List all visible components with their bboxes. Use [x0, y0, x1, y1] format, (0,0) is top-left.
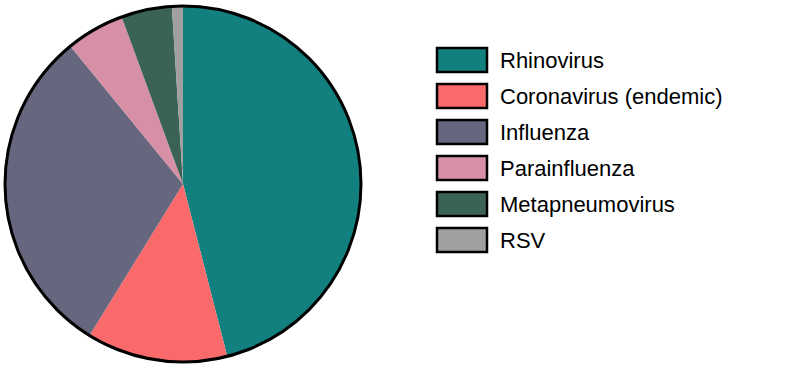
legend-label: Metapneumovirus — [500, 192, 675, 217]
legend-label: Rhinovirus — [500, 48, 604, 73]
pie-slice — [172, 6, 183, 184]
legend-swatch — [437, 156, 487, 180]
chart: Rhinovirus Coronavirus (endemic) Influenza… — [0, 0, 800, 371]
legend-swatch — [437, 84, 487, 108]
legend-swatch — [437, 228, 487, 252]
pie-outline — [5, 6, 361, 362]
legend-label: Influenza — [500, 120, 590, 145]
legend-label: RSV — [500, 228, 546, 253]
pie — [5, 6, 361, 362]
legend-swatch — [437, 48, 487, 72]
pie-slice — [122, 6, 183, 184]
legend-swatch — [437, 120, 487, 144]
legend: Rhinovirus Coronavirus (endemic) Influenza… — [437, 48, 723, 253]
legend-label: Coronavirus (endemic) — [500, 84, 723, 109]
legend-swatch — [437, 192, 487, 216]
legend-label: Parainfluenza — [500, 156, 635, 181]
